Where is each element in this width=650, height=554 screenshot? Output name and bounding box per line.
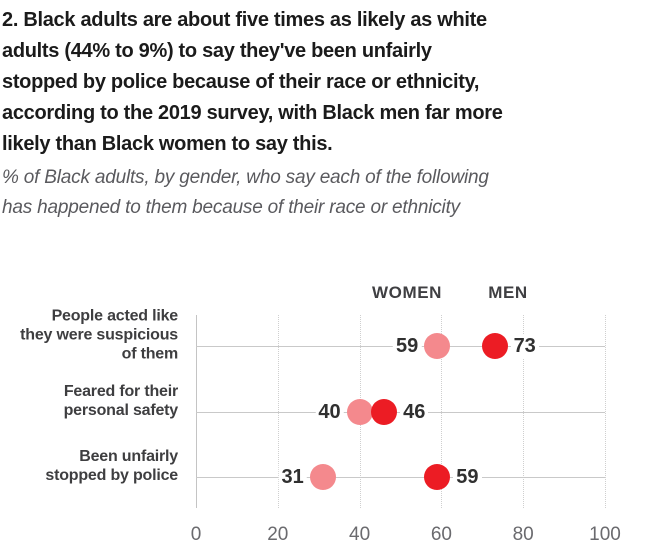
women-dot bbox=[424, 333, 451, 359]
chart-title: 2. Black adults are about five times as … bbox=[2, 9, 503, 155]
gridline-80 bbox=[523, 315, 525, 508]
men-value-label: 46 bbox=[400, 400, 429, 424]
women-value-label: 31 bbox=[278, 465, 307, 489]
gridline-60 bbox=[441, 315, 443, 508]
gridline-100 bbox=[605, 315, 606, 508]
women-value-label: 59 bbox=[393, 334, 422, 358]
women-value-label: 40 bbox=[315, 400, 344, 424]
row-line bbox=[196, 477, 605, 478]
chart-subtitle: % of Black adults, by gender, who say ea… bbox=[2, 167, 489, 218]
x-tick-label: 80 bbox=[512, 524, 534, 545]
x-tick-label: 60 bbox=[430, 524, 452, 545]
x-tick-label: 0 bbox=[190, 524, 202, 545]
women-dot bbox=[346, 399, 373, 425]
x-tick-label: 40 bbox=[349, 524, 371, 545]
men-dot bbox=[481, 333, 508, 359]
category-label: People acted like they were suspicious o… bbox=[20, 307, 178, 363]
legend-label-women: WOMEN bbox=[371, 283, 443, 302]
gridline-20 bbox=[277, 315, 279, 508]
category-label: Been unfairly stopped by police bbox=[45, 448, 178, 484]
x-tick-label: 100 bbox=[589, 524, 621, 545]
men-value-label: 59 bbox=[453, 465, 482, 489]
legend-label-men: MEN bbox=[488, 283, 528, 302]
women-dot bbox=[309, 464, 336, 490]
category-label: Feared for their personal safety bbox=[63, 383, 179, 419]
x-tick-label: 20 bbox=[267, 524, 289, 545]
men-dot bbox=[424, 464, 451, 490]
men-value-label: 73 bbox=[510, 334, 539, 358]
men-dot bbox=[371, 399, 398, 425]
gridline-0 bbox=[196, 315, 197, 508]
